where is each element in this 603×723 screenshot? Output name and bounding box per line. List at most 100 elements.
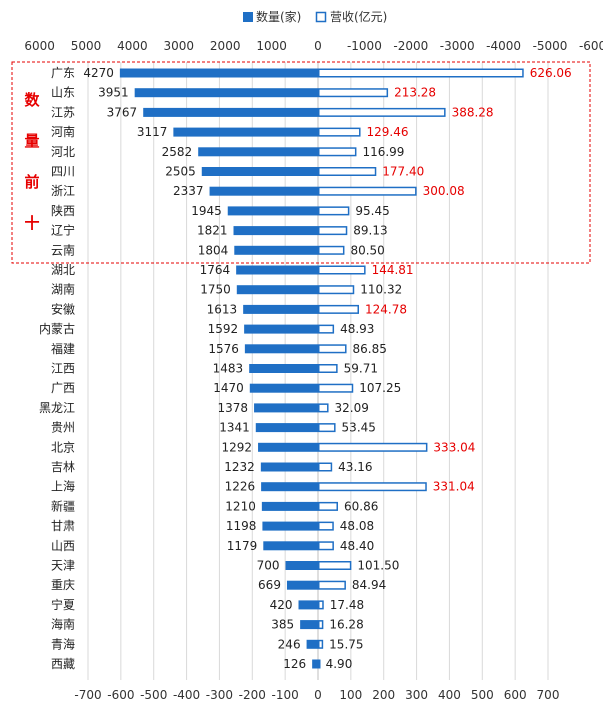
bottom-axis: -700 -600 -500 -400 -300 -200 -100 0 100 200 300 40… <box>74 688 559 702</box>
category-label: 江西 <box>51 362 75 376</box>
count-bar <box>298 600 318 610</box>
revenue-bar <box>318 186 417 196</box>
category-label: 重庆 <box>51 578 75 592</box>
category-label: 黑龙江 <box>39 401 75 415</box>
count-bar <box>201 167 318 176</box>
count-value-label: 1750 <box>200 283 231 297</box>
revenue-value-label: 331.04 <box>433 480 475 494</box>
category-label: 青海 <box>51 636 75 651</box>
revenue-value-label: 177.40 <box>382 165 424 179</box>
revenue-bar <box>318 147 357 157</box>
top-axis-tick-label: -2000 <box>393 39 428 53</box>
revenue-value-label: 15.75 <box>329 637 363 651</box>
revenue-bar <box>318 364 338 373</box>
count-bar <box>258 442 318 452</box>
category-label: 天津 <box>51 559 75 573</box>
revenue-bar <box>318 580 346 590</box>
category-label: 福建 <box>51 341 75 356</box>
top-axis-tick-label: -3000 <box>440 39 475 53</box>
count-bar <box>173 127 318 137</box>
revenue-bar <box>318 68 524 78</box>
revenue-value-label: 43.16 <box>338 460 372 474</box>
bottom-axis-tick-label: -700 <box>74 688 101 702</box>
count-value-label: 3767 <box>107 105 138 119</box>
revenue-value-label: 80.50 <box>350 243 384 257</box>
bottom-axis-tick-label: 400 <box>438 688 461 702</box>
legend-swatch-count <box>243 12 253 22</box>
count-value-label: 1210 <box>225 499 256 513</box>
count-value-label: 1592 <box>208 322 239 336</box>
legend-swatch-revenue <box>315 11 327 23</box>
top-axis-tick-label: -6000 <box>579 39 603 53</box>
bottom-axis-tick-label: -300 <box>206 688 233 702</box>
count-bar <box>227 206 318 216</box>
category-label: 山西 <box>51 539 75 553</box>
revenue-value-label: 333.04 <box>433 440 475 454</box>
category-label: 广西 <box>51 381 75 395</box>
top-ten-label-char: 数 <box>24 91 40 109</box>
bottom-axis-tick-label: -100 <box>272 688 299 702</box>
count-bar <box>236 265 318 275</box>
category-label: 西藏 <box>51 657 75 671</box>
count-bar <box>198 147 318 157</box>
category-label: 云南 <box>51 242 75 257</box>
revenue-value-label: 213.28 <box>394 86 436 100</box>
count-value-label: 385 <box>271 618 294 632</box>
count-bar <box>286 580 318 590</box>
count-bar <box>244 344 318 354</box>
revenue-bar <box>318 639 324 649</box>
top-ten-label-char: 量 <box>24 132 39 150</box>
revenue-value-label: 59.71 <box>344 362 378 376</box>
revenue-value-label: 124.78 <box>365 302 407 316</box>
revenue-value-label: 300.08 <box>423 184 465 198</box>
count-value-label: 669 <box>258 578 281 592</box>
count-value-label: 1483 <box>213 362 244 376</box>
revenue-bar <box>318 344 347 354</box>
revenue-value-label: 53.45 <box>342 421 376 435</box>
category-label: 江苏 <box>51 105 75 119</box>
revenue-bar <box>318 206 350 216</box>
count-value-label: 420 <box>270 598 293 612</box>
top-ten-label-char: 十 <box>24 214 39 232</box>
count-bar <box>262 521 318 531</box>
bottom-axis-tick-label: -400 <box>173 688 200 702</box>
revenue-bar <box>318 521 334 531</box>
category-label: 河北 <box>51 145 75 159</box>
revenue-value-label: 388.28 <box>452 105 494 119</box>
revenue-value-label: 48.40 <box>340 539 374 553</box>
category-label: 吉林 <box>51 460 75 474</box>
revenue-bar <box>318 226 348 236</box>
category-label: 宁夏 <box>51 597 75 612</box>
bottom-axis-tick-label: 200 <box>372 688 395 702</box>
revenue-value-label: 95.45 <box>355 204 389 218</box>
revenue-value-label: 48.08 <box>340 519 374 533</box>
bottom-axis-tick-label: 600 <box>504 688 527 702</box>
bottom-axis-tick-label: 100 <box>339 688 362 702</box>
count-value-label: 1198 <box>226 519 257 533</box>
revenue-value-label: 60.86 <box>344 499 378 513</box>
count-value-label: 4270 <box>83 66 114 80</box>
revenue-value-label: 101.50 <box>357 559 399 573</box>
category-label: 贵州 <box>51 421 75 435</box>
top-axis-tick-label: 6000 <box>24 39 55 53</box>
revenue-bar <box>318 107 446 117</box>
legend-label-revenue: 营收(亿元) <box>330 9 387 24</box>
revenue-bar <box>318 541 334 551</box>
revenue-bar <box>318 482 427 492</box>
bottom-axis-tick-label: 0 <box>314 688 322 702</box>
category-label: 陕西 <box>51 203 75 218</box>
revenue-value-label: 116.99 <box>362 145 404 159</box>
revenue-bar <box>318 88 389 98</box>
revenue-bar <box>318 442 428 452</box>
count-value-label: 1945 <box>191 204 222 218</box>
revenue-value-label: 4.90 <box>326 657 353 671</box>
count-value-label: 1613 <box>207 302 238 316</box>
count-value-label: 1804 <box>198 243 229 257</box>
count-value-label: 1470 <box>213 381 244 395</box>
revenue-bar <box>318 659 321 669</box>
revenue-value-label: 16.28 <box>329 618 363 632</box>
count-bar <box>244 324 318 334</box>
count-value-label: 126 <box>283 657 306 671</box>
